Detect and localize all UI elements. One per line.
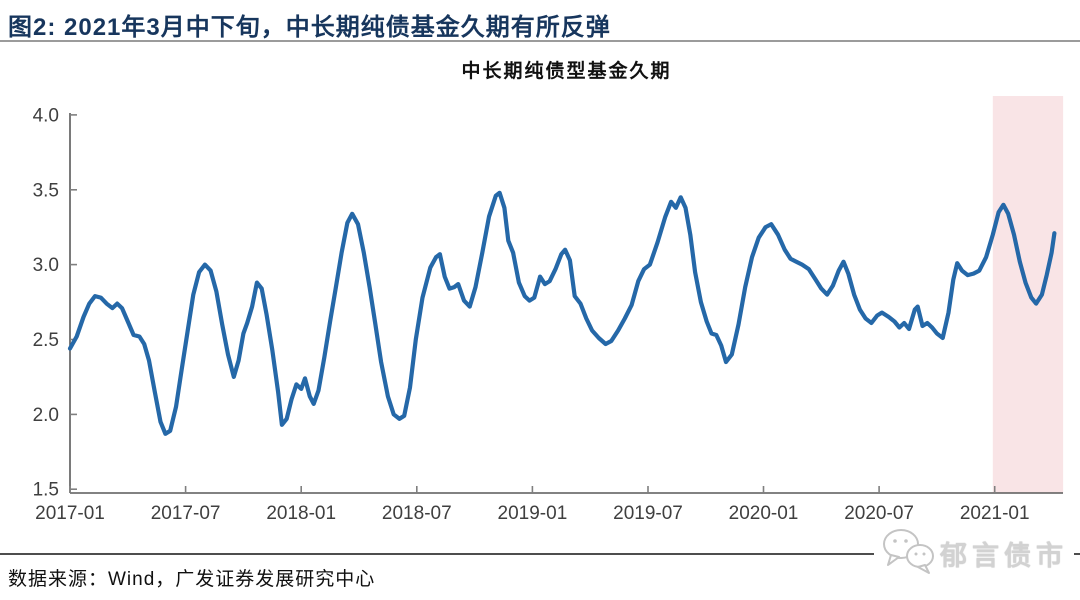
y-tick-label: 3.0 bbox=[33, 255, 59, 276]
x-tick-label: 2019-01 bbox=[498, 503, 568, 524]
data-source: 数据来源：Wind，广发证券发展研究中心 bbox=[8, 569, 376, 590]
x-tick-label: 2017-01 bbox=[35, 503, 105, 524]
x-tick-label: 2020-07 bbox=[844, 503, 914, 524]
x-tick-label: 2018-01 bbox=[266, 503, 336, 524]
footer-divider bbox=[0, 553, 1080, 555]
watermark-label: 郁言债市 bbox=[940, 540, 1068, 571]
figure-caption: 图2: 2021年3月中下旬，中长期纯债基金久期有所反弹 bbox=[8, 14, 611, 41]
chart-title: 中长期纯债型基金久期 bbox=[461, 61, 672, 82]
x-tick-label: 2021-01 bbox=[960, 503, 1030, 524]
y-tick-label: 2.5 bbox=[33, 330, 59, 351]
x-tick-label: 2018-07 bbox=[382, 503, 452, 524]
y-tick-label: 3.5 bbox=[33, 180, 59, 201]
x-tick-label: 2019-07 bbox=[613, 503, 683, 524]
watermark: 郁言债市 bbox=[874, 527, 1074, 579]
x-tick-label: 2017-07 bbox=[151, 503, 221, 524]
duration-line bbox=[67, 190, 1057, 436]
x-tick-label: 2020-01 bbox=[729, 503, 799, 524]
y-tick-label: 1.5 bbox=[33, 480, 59, 501]
y-tick-label: 2.0 bbox=[33, 405, 59, 426]
caption-divider bbox=[0, 40, 1080, 42]
y-tick-label: 4.0 bbox=[33, 105, 59, 126]
wechat-icon bbox=[880, 527, 936, 580]
